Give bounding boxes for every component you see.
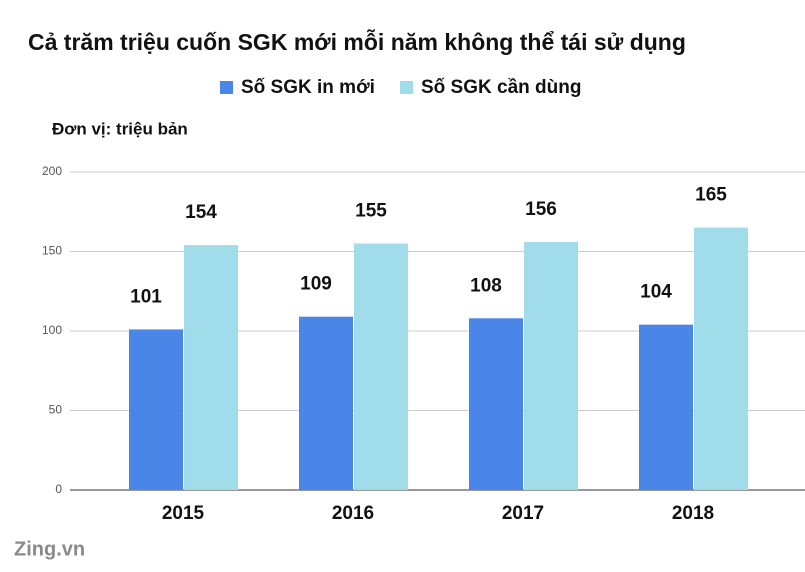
y-tick-label: 100 [42,323,62,337]
legend-swatch [220,81,233,94]
legend-label: Số SGK cần dùng [421,77,581,98]
data-label: 155 [355,201,387,222]
x-tick-label: 2016 [332,503,374,524]
unit-label: Đơn vị: triệu bản [52,119,188,138]
legend-label: Số SGK in mới [241,77,375,98]
x-tick-label: 2017 [502,503,544,524]
bar [469,318,523,490]
data-label: 154 [185,202,217,223]
bar [524,241,578,490]
x-tick-label: 2015 [162,503,205,524]
data-label: 108 [470,275,502,296]
data-label: 156 [525,199,557,220]
bar [129,329,183,490]
legend-swatch [400,81,413,94]
bar [354,243,408,490]
data-label: 101 [130,286,162,307]
bar [184,245,238,490]
bar [639,324,693,490]
data-label: 109 [300,274,332,295]
chart-title: Cả trăm triệu cuốn SGK mới mỗi năm không… [28,28,686,55]
y-tick-label: 50 [49,403,63,417]
y-tick-label: 0 [55,482,62,496]
bar [299,316,353,490]
data-label: 165 [695,185,727,206]
bar [694,227,748,490]
data-label: 104 [640,282,672,303]
y-tick-label: 150 [42,244,62,258]
y-tick-label: 200 [42,164,62,178]
x-tick-label: 2018 [672,503,714,524]
watermark: Zing.vn [14,538,85,560]
